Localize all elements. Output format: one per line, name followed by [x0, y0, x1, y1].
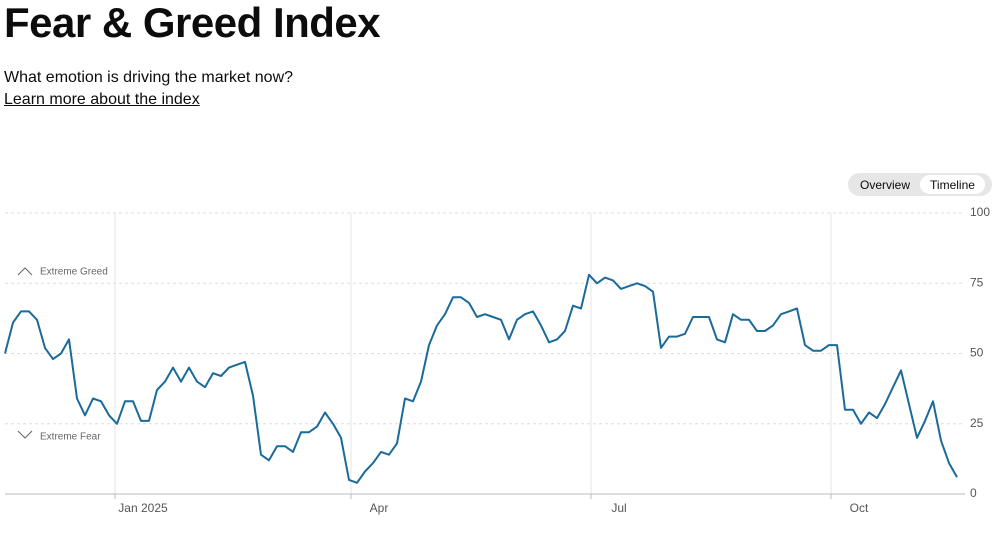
y-tick-label: 100	[970, 205, 990, 219]
extreme-greed-label: Extreme Greed	[40, 267, 108, 278]
page-title: Fear & Greed Index	[4, 0, 381, 46]
fear-arrow	[17, 430, 33, 439]
overview-tab[interactable]: Overview	[850, 175, 920, 194]
x-tick-label: Apr	[370, 501, 389, 515]
extreme-fear-label: Extreme Fear	[40, 432, 101, 443]
timeline-tab[interactable]: Timeline	[920, 175, 985, 194]
greed-arrow	[17, 267, 33, 276]
learn-more-link[interactable]: Learn more about the index	[4, 91, 200, 108]
x-tick-label: Oct	[850, 501, 869, 515]
x-tick-label: Jan 2025	[118, 501, 168, 515]
view-toggle: Overview Timeline	[848, 173, 992, 196]
subtitle: What emotion is driving the market now?	[4, 69, 294, 86]
y-tick-label: 50	[970, 346, 984, 360]
x-tick-label: Jul	[611, 501, 626, 515]
y-tick-label: 75	[970, 275, 984, 289]
y-tick-label: 25	[970, 416, 984, 430]
y-tick-label: 0	[970, 486, 977, 500]
index-line	[4, 273, 958, 484]
